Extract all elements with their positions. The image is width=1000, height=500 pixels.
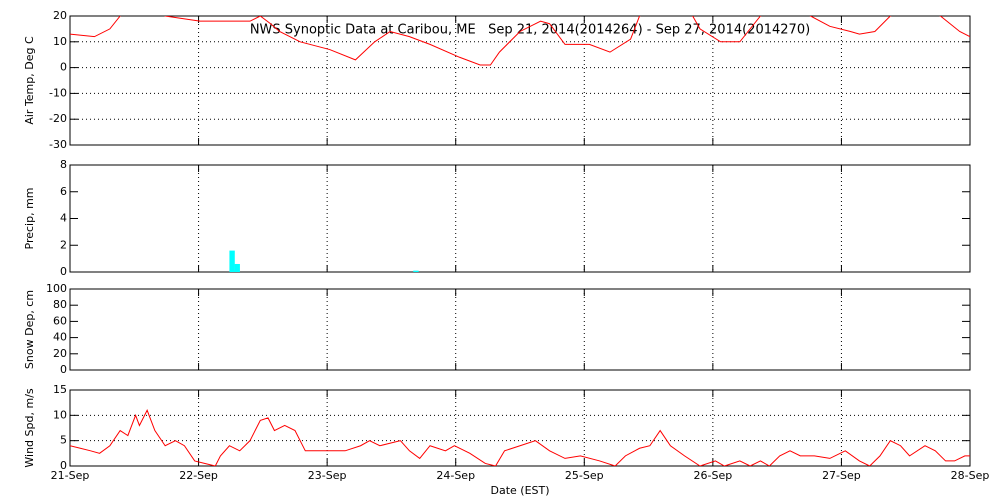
y-axis-label: Snow Dep, cm: [23, 290, 36, 369]
y-tick-label: 0: [60, 61, 67, 74]
data-line: [70, 409, 970, 466]
chart-title: NWS Synoptic Data at Caribou, ME Sep 21,…: [250, 23, 810, 38]
y-tick-label: 8: [60, 158, 67, 171]
plot-frame: [69, 288, 971, 371]
x-tick-label: 25-Sep: [565, 469, 604, 482]
y-tick-label: 20: [53, 9, 67, 22]
x-tick-label: 23-Sep: [308, 469, 347, 482]
y-tick-label: 2: [60, 238, 67, 251]
y-tick-label: 10: [53, 35, 67, 48]
y-axis-label: Wind Spd, m/s: [23, 388, 36, 468]
y-tick-label: 5: [60, 434, 67, 447]
plot-frame: [69, 15, 971, 146]
plot-area: [70, 16, 970, 66]
y-tick-label: 20: [53, 347, 67, 360]
y-tick-label: 80: [53, 298, 67, 311]
bar: [229, 250, 235, 272]
x-axis-label: Date (EST): [490, 484, 549, 497]
y-tick-label: 0: [60, 363, 67, 376]
y-tick-label: 15: [53, 383, 67, 396]
x-tick-label: 28-Sep: [951, 469, 990, 482]
x-tick-label: 26-Sep: [694, 469, 733, 482]
y-tick-label: -10: [49, 86, 67, 99]
y-tick-label: 100: [46, 282, 67, 295]
plot-area: [70, 409, 970, 466]
bar: [413, 270, 419, 272]
x-tick-label: 22-Sep: [179, 469, 218, 482]
plot-frame: [69, 164, 971, 273]
x-tick-label: 27-Sep: [822, 469, 861, 482]
y-tick-label: -20: [49, 112, 67, 125]
y-tick-label: 10: [53, 408, 67, 421]
x-tick-label: 21-Sep: [51, 469, 90, 482]
x-tick-label: 24-Sep: [436, 469, 475, 482]
y-tick-label: 0: [60, 265, 67, 278]
data-line: [70, 16, 970, 66]
plot-frame: [69, 389, 971, 467]
y-axis-label: Air Temp, Deg C: [23, 36, 36, 125]
y-tick-label: 4: [60, 212, 67, 225]
y-tick-label: 40: [53, 331, 67, 344]
bar: [234, 263, 240, 272]
y-tick-label: 60: [53, 314, 67, 327]
y-tick-label: -30: [49, 138, 67, 151]
y-tick-label: 0: [60, 459, 67, 472]
plot-area: [229, 250, 419, 272]
y-tick-label: 6: [60, 185, 67, 198]
y-axis-label: Precip, mm: [23, 188, 36, 250]
